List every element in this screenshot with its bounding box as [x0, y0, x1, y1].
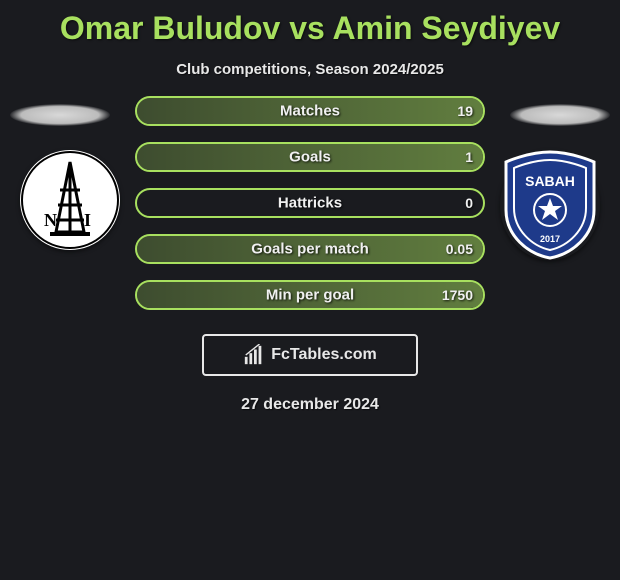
- comparison-arena: N I SABAH 2017 Matches19Goals1Hattricks0…: [0, 96, 620, 310]
- stat-bar: Goals1: [135, 142, 485, 172]
- stat-label: Goals per match: [137, 241, 483, 258]
- page-subtitle: Club competitions, Season 2024/2025: [0, 61, 620, 78]
- barchart-icon: [243, 344, 265, 366]
- svg-text:2017: 2017: [540, 234, 560, 244]
- svg-text:I: I: [84, 210, 91, 230]
- stat-value-right: 1: [465, 149, 473, 165]
- sabah-crest: SABAH 2017: [500, 150, 600, 260]
- stat-value-right: 19: [457, 103, 473, 119]
- footer-brand-box: FcTables.com: [202, 334, 418, 376]
- halo-left: [10, 104, 110, 126]
- stat-value-right: 1750: [442, 287, 473, 303]
- svg-text:N: N: [44, 210, 57, 230]
- stat-label: Hattricks: [137, 195, 483, 212]
- stat-label: Goals: [137, 149, 483, 166]
- page-date: 27 december 2024: [0, 396, 620, 414]
- page-title: Omar Buludov vs Amin Seydiyev: [0, 0, 620, 47]
- stat-bar: Goals per match0.05: [135, 234, 485, 264]
- stats-list: Matches19 Goals1 Hattricks0 Goals per match…: [135, 96, 485, 310]
- svg-text:SABAH: SABAH: [525, 173, 575, 189]
- stat-value-right: 0: [465, 195, 473, 211]
- stat-label: Min per goal: [137, 287, 483, 304]
- stat-value-right: 0.05: [446, 241, 473, 257]
- stat-label: Matches: [137, 103, 483, 120]
- sabah-shield-icon: SABAH 2017: [500, 150, 600, 260]
- neftchi-crest: N I: [20, 150, 120, 250]
- stat-bar: Matches19: [135, 96, 485, 126]
- halo-right: [510, 104, 610, 126]
- oil-derrick-icon: N I: [20, 150, 120, 250]
- stat-bar: Min per goal1750: [135, 280, 485, 310]
- stat-bar: Hattricks0: [135, 188, 485, 218]
- footer-brand-text: FcTables.com: [271, 346, 377, 364]
